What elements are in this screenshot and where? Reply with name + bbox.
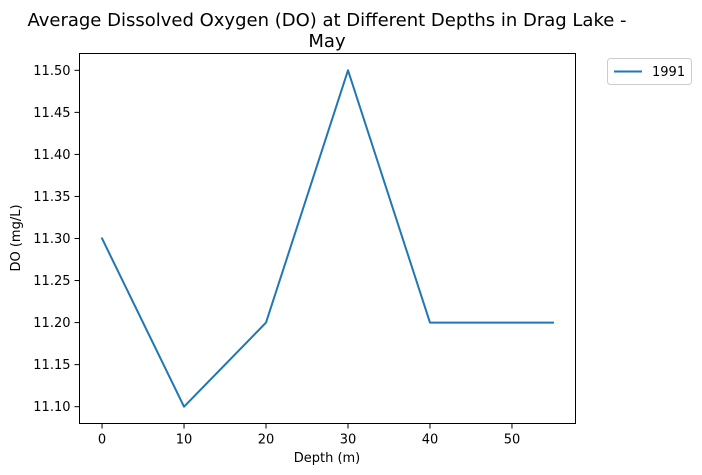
y-tick-label-6: 11.40	[33, 148, 70, 163]
x-axis-label: Depth (m)	[294, 451, 361, 466]
x-tick-label-30: 30	[340, 433, 357, 448]
y-tick-label-3: 11.25	[33, 274, 70, 289]
series-line-1991	[100, 69, 554, 408]
legend: 1991	[607, 58, 692, 85]
y-axis-ticks: 11.10 11.15 11.20 11.25 11.30 11.35 11.40 11.45…	[33, 64, 80, 415]
plot-frame	[79, 53, 576, 424]
legend-label-1991: 1991	[652, 65, 685, 80]
x-tick-label-40: 40	[422, 433, 439, 448]
y-axis-label: DO (mg/L)	[9, 204, 24, 271]
y-tick-label-0: 11.10	[33, 400, 70, 415]
legend-box	[607, 58, 692, 85]
x-tick-label-0: 0	[98, 433, 106, 448]
chart-title-line-2: May	[308, 31, 346, 52]
chart-title-line-1: Average Dissolved Oxygen (DO) at Differe…	[27, 10, 626, 31]
x-tick-label-10: 10	[176, 433, 193, 448]
x-tick-label-50: 50	[504, 433, 521, 448]
y-tick-label-7: 11.45	[33, 106, 70, 121]
y-tick-label-8: 11.50	[33, 64, 70, 79]
y-tick-label-2: 11.20	[33, 316, 70, 331]
x-tick-label-20: 20	[258, 433, 275, 448]
y-tick-label-4: 11.30	[33, 232, 70, 247]
y-tick-label-5: 11.35	[33, 190, 70, 205]
y-tick-label-1: 11.15	[33, 358, 70, 373]
x-axis-ticks: 0 10 20 30 40 50	[98, 423, 521, 448]
chart-title: Average Dissolved Oxygen (DO) at Differe…	[27, 10, 626, 52]
plot-area-layer	[100, 69, 554, 408]
